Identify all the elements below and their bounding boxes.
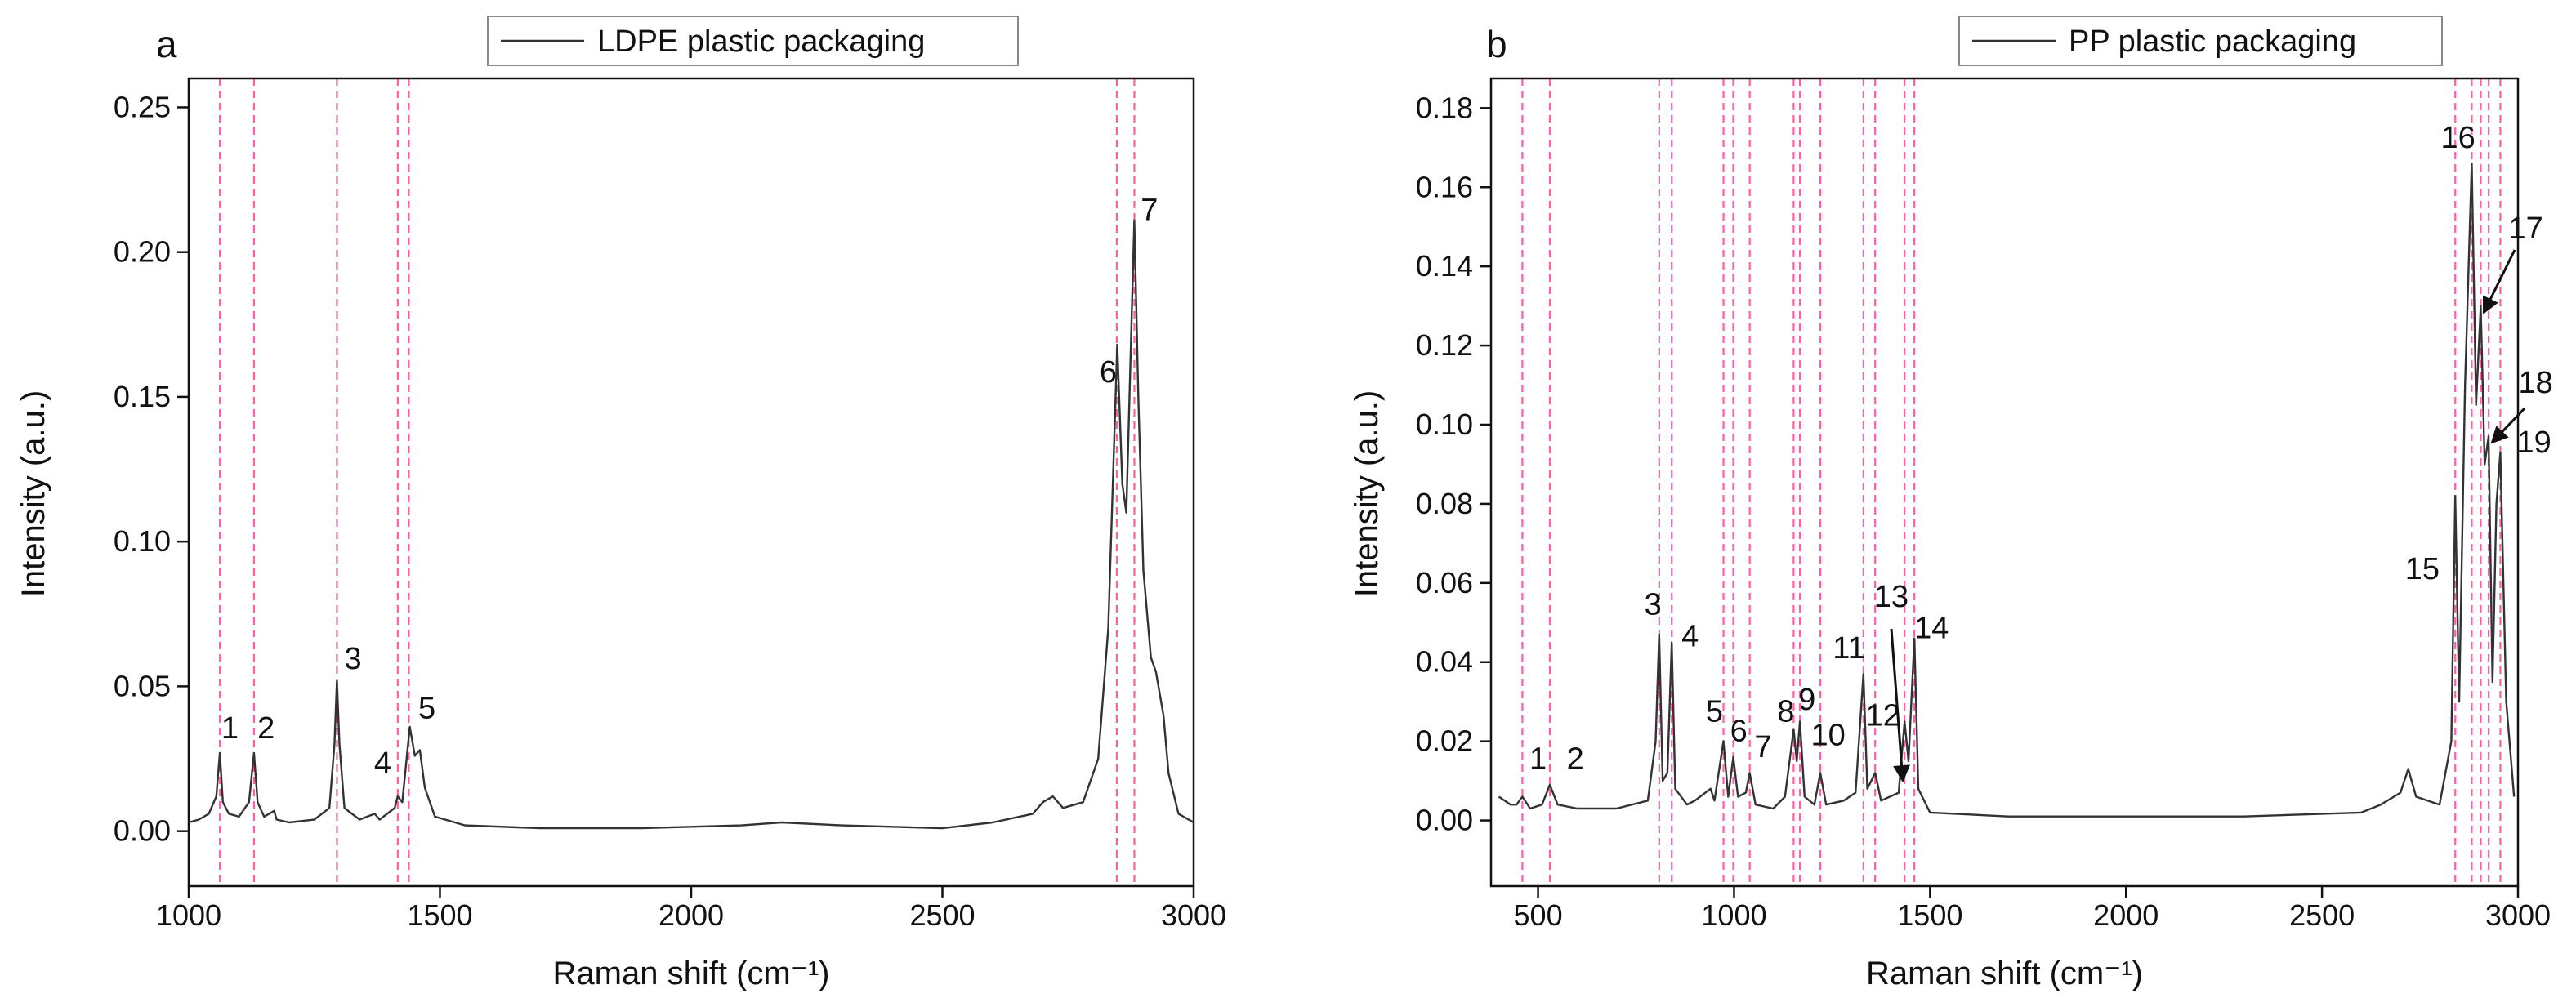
peak-label: 4 [374, 746, 391, 781]
x-tick-label: 1500 [407, 898, 472, 932]
y-tick-label: 0.18 [1416, 91, 1473, 124]
peak-label: 17 [2508, 212, 2543, 246]
y-tick-label: 0.04 [1416, 645, 1473, 679]
peak-label: 9 [1798, 683, 1815, 717]
y-tick-label: 0.14 [1416, 249, 1473, 283]
y-axis-title: Intensity (a.u.) [16, 390, 51, 597]
plot-frame [1489, 77, 2520, 888]
peak-label: 5 [418, 691, 435, 725]
arrow [1890, 628, 1911, 783]
peak-label: 18 [2518, 366, 2552, 400]
peak-label: 3 [1645, 588, 1662, 622]
peak-label: 4 [1681, 619, 1699, 653]
peak-label: 1 [1529, 742, 1547, 777]
peak-label: 6 [1100, 355, 1117, 390]
peak-label: 16 [2440, 121, 2475, 155]
spectrum-line [1498, 163, 2516, 818]
panel-label: b [1486, 23, 1507, 65]
panel-label: a [156, 23, 177, 65]
x-tick-label: 1500 [1897, 898, 1962, 932]
y-tick-label: 0.10 [114, 524, 171, 558]
y-axis-title: Intensity (a.u.) [1349, 390, 1385, 597]
spectrum-line [189, 219, 1194, 830]
y-tick-label: 0.20 [114, 235, 171, 269]
y-tick-label: 0.08 [1416, 487, 1473, 520]
y-tick-label: 0.05 [114, 669, 171, 702]
x-tick-label: 1000 [1701, 898, 1766, 932]
peak-label: 5 [1706, 694, 1723, 729]
y-tick-label: 0.00 [1416, 804, 1473, 837]
peak-label: 3 [345, 642, 362, 676]
peak-label: 12 [1866, 698, 1900, 733]
legend-label: LDPE plastic packaging [597, 25, 925, 59]
peak-label: 15 [2405, 552, 2440, 586]
y-tick-label: 0.10 [1416, 408, 1473, 441]
plot-frame [187, 77, 1195, 888]
peak-label: 11 [1833, 631, 1864, 666]
arrow [2490, 407, 2526, 444]
x-axis-title: Raman shift (cm⁻¹) [1866, 956, 2143, 991]
x-tick-label: 500 [1514, 898, 1563, 932]
x-tick-label: 1000 [156, 898, 221, 932]
x-tick-label: 3000 [1161, 898, 1226, 932]
peak-label: 13 [1874, 580, 1909, 614]
x-tick-label: 3000 [2485, 898, 2551, 932]
x-tick-label: 2500 [2289, 898, 2355, 932]
peak-label: 14 [1914, 612, 1949, 646]
peak-label: 7 [1754, 730, 1771, 764]
arrow [2482, 249, 2516, 314]
y-tick-label: 0.02 [1416, 724, 1473, 758]
plots: 1000 1500 2000 2500 30000.000.050.100.150.20… [16, 16, 2553, 991]
y-tick-label: 0.00 [114, 814, 171, 848]
peak-label: 10 [1810, 718, 1845, 752]
peak-label: 7 [1141, 194, 1158, 228]
y-tick-label: 0.06 [1416, 566, 1473, 599]
y-tick-label: 0.25 [114, 90, 171, 123]
y-tick-label: 0.12 [1416, 328, 1473, 362]
x-tick-label: 2000 [2093, 898, 2159, 932]
y-tick-label: 0.16 [1416, 170, 1473, 203]
x-axis-title: Raman shift (cm⁻¹) [553, 956, 830, 991]
peak-label: 1 [221, 711, 239, 746]
peak-label: 2 [1567, 742, 1584, 777]
peak-label: 6 [1730, 715, 1748, 749]
y-tick-label: 0.15 [114, 380, 171, 413]
peak-label: 19 [2517, 426, 2551, 460]
peak-label: 2 [257, 711, 275, 746]
x-tick-label: 2000 [659, 898, 724, 932]
peak-label: 8 [1777, 694, 1794, 729]
legend-label: PP plastic packaging [2069, 25, 2356, 59]
x-tick-label: 2500 [909, 898, 975, 932]
